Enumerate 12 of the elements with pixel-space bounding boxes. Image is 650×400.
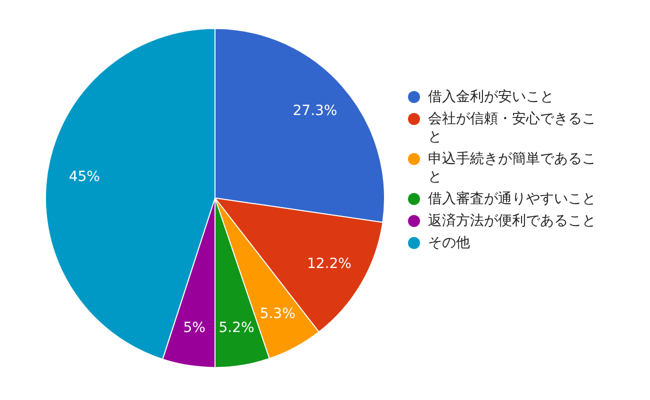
- data-label: 5.2%: [218, 320, 254, 336]
- data-label: 5%: [183, 320, 206, 336]
- legend-label: 借入金利が安いこと: [428, 88, 554, 106]
- legend-label: その他: [428, 234, 470, 252]
- data-label: 27.3%: [292, 103, 338, 120]
- legend-label: 借入審査が通りやすいこと: [428, 190, 596, 208]
- legend-label: 会社が信頼・安心できること: [428, 110, 597, 146]
- legend-label: 返済方法が便利であること: [428, 212, 596, 230]
- data-label: 45%: [68, 168, 100, 185]
- data-label: 12.2%: [306, 256, 352, 272]
- legend-label: 申込手続きが簡単であること: [428, 150, 597, 186]
- data-label: 5.3%: [260, 306, 296, 322]
